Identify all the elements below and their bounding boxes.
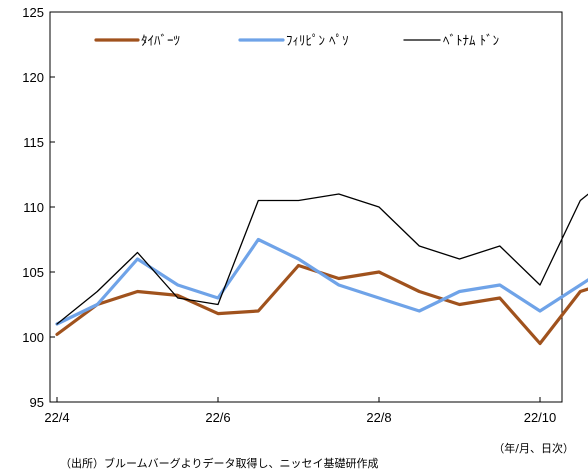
x-tick-label: 22/10 bbox=[524, 410, 557, 425]
y-tick-label: 115 bbox=[23, 135, 44, 150]
series-lines bbox=[55, 193, 588, 346]
legend-label-1: ﾀｲﾊﾞｰﾂ bbox=[141, 34, 180, 49]
unit-note: （年/月、日次） bbox=[493, 442, 574, 455]
series-line-3 bbox=[56, 193, 588, 325]
legend: ﾀｲﾊﾞｰﾂ ﾌｨﾘﾋﾟﾝ ﾍﾟｿ ﾍﾞﾄﾅﾑ ﾄﾞﾝ bbox=[94, 34, 499, 49]
series-line-1 bbox=[55, 263, 588, 346]
source-note: （出所）ブルームバーグよりデータ取得し、ニッセイ基礎研作成 bbox=[60, 457, 379, 470]
y-tick-label: 110 bbox=[23, 200, 44, 215]
x-tick-label: 22/8 bbox=[366, 410, 391, 425]
plot-frame bbox=[49, 11, 563, 403]
x-tick-label: 22/4 bbox=[44, 410, 69, 425]
y-tick-label: 95 bbox=[30, 395, 44, 410]
legend-label-2: ﾌｨﾘﾋﾟﾝ ﾍﾟｿ bbox=[286, 34, 349, 49]
x-axis: 22/422/622/822/1022/1223/223/4 bbox=[44, 397, 557, 425]
legend-label-3: ﾍﾞﾄﾅﾑ ﾄﾞﾝ bbox=[443, 34, 499, 49]
y-tick-label: 120 bbox=[22, 70, 44, 85]
y-axis: 125 120 115 110 105 100 95 bbox=[22, 5, 55, 410]
x-tick-label: 22/6 bbox=[205, 410, 230, 425]
series-line-2 bbox=[55, 237, 588, 326]
y-tick-label: 125 bbox=[22, 5, 44, 20]
y-tick-label: 105 bbox=[22, 265, 44, 280]
y-tick-label: 100 bbox=[22, 330, 44, 345]
